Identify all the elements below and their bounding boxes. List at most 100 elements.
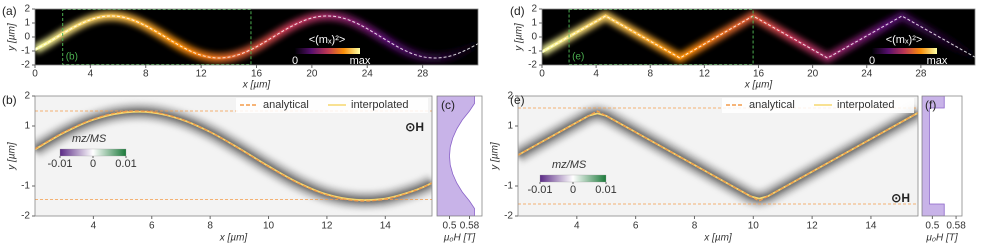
- colorbar: [539, 174, 607, 183]
- y-tick-label: 0: [24, 32, 30, 43]
- plot-area: [35, 103, 432, 209]
- plot-frame: [436, 95, 483, 217]
- x-tick-label: 0.58: [460, 221, 480, 232]
- field-profile: [437, 96, 475, 216]
- colorbar-tick-label: 0: [90, 158, 96, 170]
- y-tick-label: -1: [21, 46, 30, 57]
- y-tick-label: -1: [21, 181, 30, 192]
- colorbar: [872, 48, 937, 54]
- y-tick-label: -2: [21, 60, 30, 71]
- x-tick-label: 28: [915, 69, 927, 80]
- x-axis-label: x [µm]: [744, 80, 773, 91]
- x-axis-label: x [µm]: [703, 233, 732, 244]
- y-tick-label: 2: [24, 4, 30, 15]
- x-tick-label: 28: [417, 69, 429, 80]
- plot-frame: [517, 95, 919, 217]
- x-tick-label: 12: [196, 69, 208, 80]
- panel: analytical interpolated ⊙H mz/MS -0.01 0 0.01 (…: [2, 91, 433, 244]
- y-tick-label: -2: [528, 60, 537, 71]
- legend-label: analytical: [263, 99, 309, 111]
- plot-area: [922, 96, 945, 216]
- x-axis-label: μ₀H [T]: [443, 233, 476, 244]
- y-axis-label: y [µm]: [7, 142, 18, 171]
- x-tick-label: 14: [380, 221, 392, 232]
- colorbar-label: mz/MS: [552, 159, 587, 171]
- y-tick-label: 1: [507, 121, 513, 132]
- x-tick-label: 16: [251, 69, 263, 80]
- plot-area: [437, 96, 475, 216]
- x-tick-label: 24: [362, 69, 374, 80]
- colorbar-tick-label: 0: [292, 55, 298, 67]
- y-tick-label: 2: [507, 91, 513, 102]
- panel: analytical interpolated ⊙H mz/MS -0.01 0 0.01 (…: [490, 91, 919, 244]
- y-tick-label: 1: [24, 121, 30, 132]
- colorbar-tick-label: 0.01: [595, 184, 616, 196]
- legend-label: analytical: [749, 99, 795, 111]
- x-tick-label: 14: [865, 221, 877, 232]
- y-axis-label: y [µm]: [490, 142, 501, 171]
- panel-label: (c): [441, 98, 455, 112]
- x-tick-label: 12: [699, 69, 711, 80]
- inset-label: (b): [66, 52, 78, 63]
- colorbar-tick-label: max: [350, 55, 371, 67]
- panel-label: (b): [2, 93, 17, 107]
- colorbar-label: <(mₓ)²>: [309, 34, 346, 46]
- y-axis-label: y [µm]: [514, 23, 525, 52]
- x-tick-label: 12: [321, 221, 333, 232]
- analytical-curve: [518, 110, 918, 202]
- colorbar-tick-label: -0.01: [527, 184, 552, 196]
- x-tick-label: 0.5: [443, 221, 457, 232]
- x-tick-label: 0: [32, 69, 38, 80]
- colorbar-tick-label: max: [927, 55, 948, 67]
- inset-region: [568, 9, 754, 65]
- x-tick-label: 10: [748, 221, 760, 232]
- y-tick-label: 1: [531, 18, 537, 29]
- y-tick-label: -1: [504, 181, 513, 192]
- analytical-curve: [35, 15, 478, 59]
- colorbar-tick-label: -0.01: [47, 158, 72, 170]
- colorbar: [59, 148, 127, 157]
- x-tick-label: 0: [539, 69, 545, 80]
- x-tick-label: 6: [633, 221, 639, 232]
- y-axis-label: y [µm]: [7, 23, 18, 52]
- y-tick-label: 0: [531, 32, 537, 43]
- y-tick-label: -1: [528, 46, 537, 57]
- x-axis-label: μ₀H [T]: [925, 233, 958, 244]
- analytical-curve: [35, 110, 432, 202]
- inset-label: (e): [572, 52, 584, 63]
- legend-label: interpolated: [351, 99, 409, 111]
- y-tick-label: 1: [24, 18, 30, 29]
- panel-label: (e): [510, 93, 525, 107]
- x-tick-label: 24: [861, 69, 873, 80]
- x-tick-label: 0.5: [925, 221, 939, 232]
- x-axis-label: x [µm]: [242, 80, 271, 91]
- interpolated-curve: [35, 110, 432, 202]
- field-profile: [922, 96, 945, 216]
- x-tick-label: 12: [807, 221, 819, 232]
- x-tick-label: 4: [91, 221, 97, 232]
- x-axis-label: x [µm]: [219, 233, 248, 244]
- x-tick-label: 4: [88, 69, 94, 80]
- x-tick-label: 4: [574, 221, 580, 232]
- colorbar-tick-label: 0: [869, 55, 875, 67]
- x-tick-label: 20: [807, 69, 819, 80]
- field-annotation: ⊙H: [405, 120, 424, 134]
- panel-label: (d): [510, 4, 525, 18]
- colorbar-tick-label: 0.01: [115, 158, 136, 170]
- x-tick-label: 8: [647, 69, 653, 80]
- plot-area: [518, 105, 918, 207]
- panel-label: (a): [2, 4, 17, 18]
- x-tick-label: 6: [149, 221, 155, 232]
- x-tick-label: 16: [753, 69, 765, 80]
- x-tick-label: 8: [143, 69, 149, 80]
- legend-label: interpolated: [837, 99, 895, 111]
- x-tick-label: 10: [263, 221, 275, 232]
- x-tick-label: 20: [306, 69, 318, 80]
- colorbar-label: <(mₓ)²>: [886, 34, 923, 46]
- y-tick-label: 2: [531, 4, 537, 15]
- x-tick-label: 8: [692, 221, 698, 232]
